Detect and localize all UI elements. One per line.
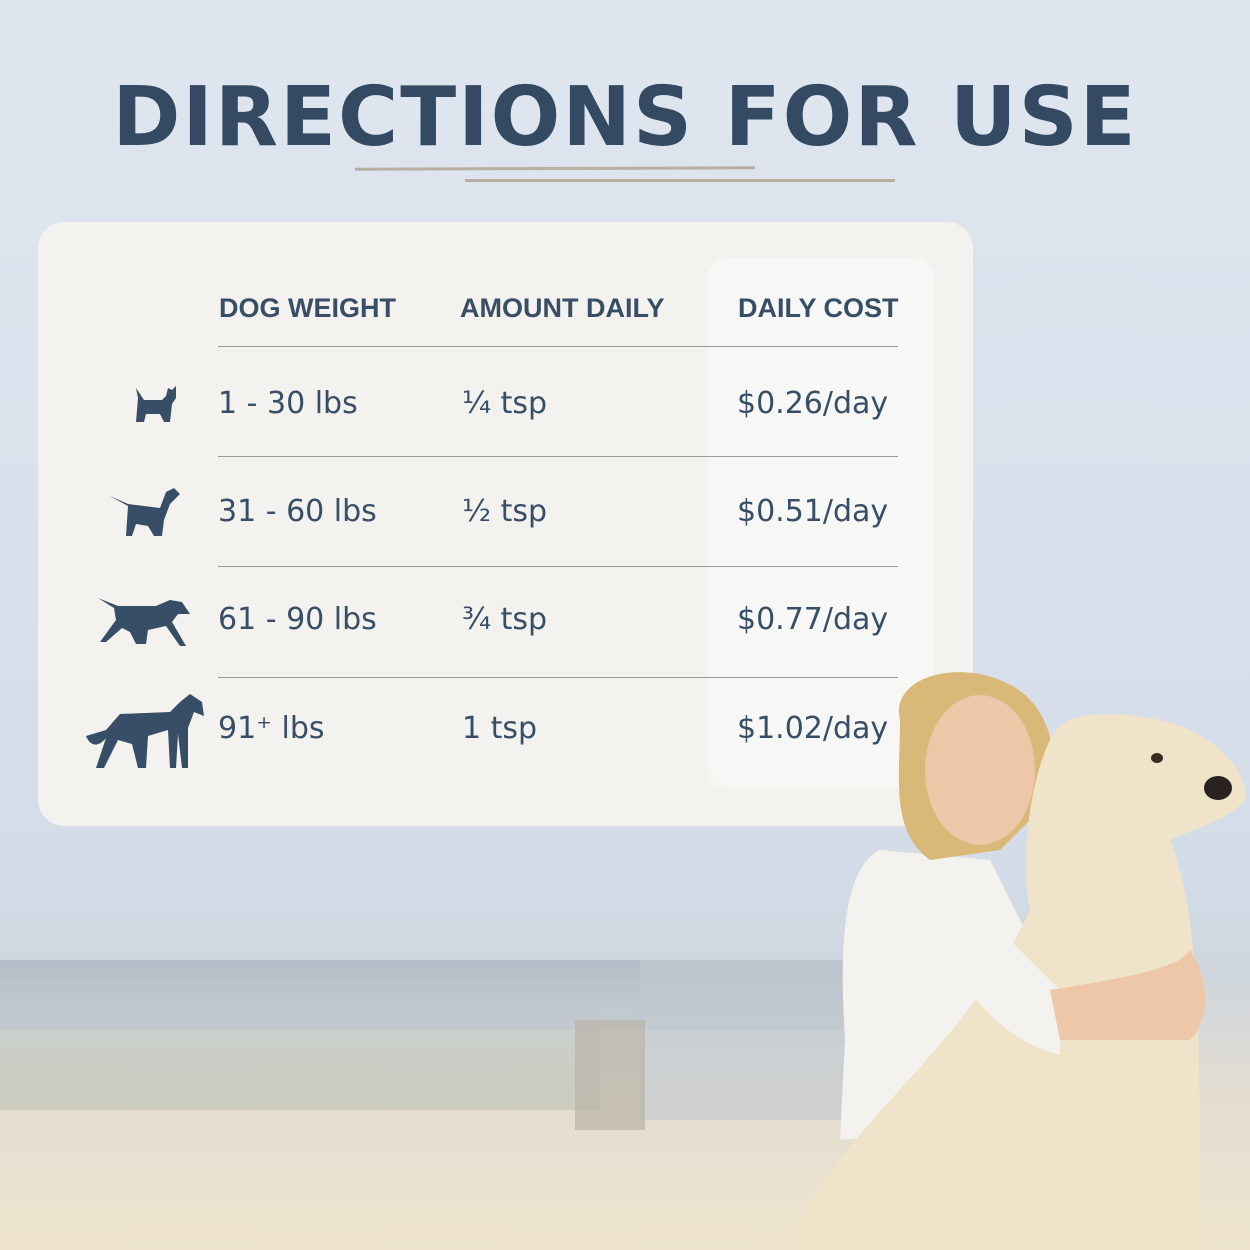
amount-cell: ¾ tsp (462, 602, 548, 637)
divider (218, 346, 898, 347)
background-pillar (575, 1020, 645, 1130)
weight-cell: 91⁺ lbs (218, 711, 325, 746)
divider (218, 566, 898, 567)
cost-cell: $0.26/day (737, 386, 889, 421)
cost-cell: $1.02/day (737, 711, 889, 746)
cost-cell: $0.51/day (737, 494, 889, 529)
weight-cell: 1 - 30 lbs (218, 386, 358, 421)
header-dog-weight: DOG WEIGHT (219, 293, 396, 323)
large-dog-icon (98, 598, 190, 646)
weight-cell: 31 - 60 lbs (218, 494, 377, 529)
amount-cell: 1 tsp (462, 711, 538, 746)
background-building (640, 960, 880, 1120)
medium-dog-icon (110, 488, 180, 536)
amount-cell: ½ tsp (462, 494, 548, 529)
title-underline (465, 179, 895, 182)
small-dog-icon (136, 386, 176, 422)
divider (218, 677, 898, 678)
header-amount-daily: AMOUNT DAILY (460, 293, 665, 323)
amount-cell: ¼ tsp (462, 386, 548, 421)
divider (218, 456, 898, 457)
giant-dog-icon (86, 694, 204, 768)
title-underline (354, 166, 756, 171)
header-daily-cost: DAILY COST (738, 293, 899, 323)
cost-cell: $0.77/day (737, 602, 889, 637)
page-title: DIRECTIONS FOR USE (112, 70, 1138, 165)
woman-with-dog-photo (790, 672, 1246, 1250)
weight-cell: 61 - 90 lbs (218, 602, 377, 637)
